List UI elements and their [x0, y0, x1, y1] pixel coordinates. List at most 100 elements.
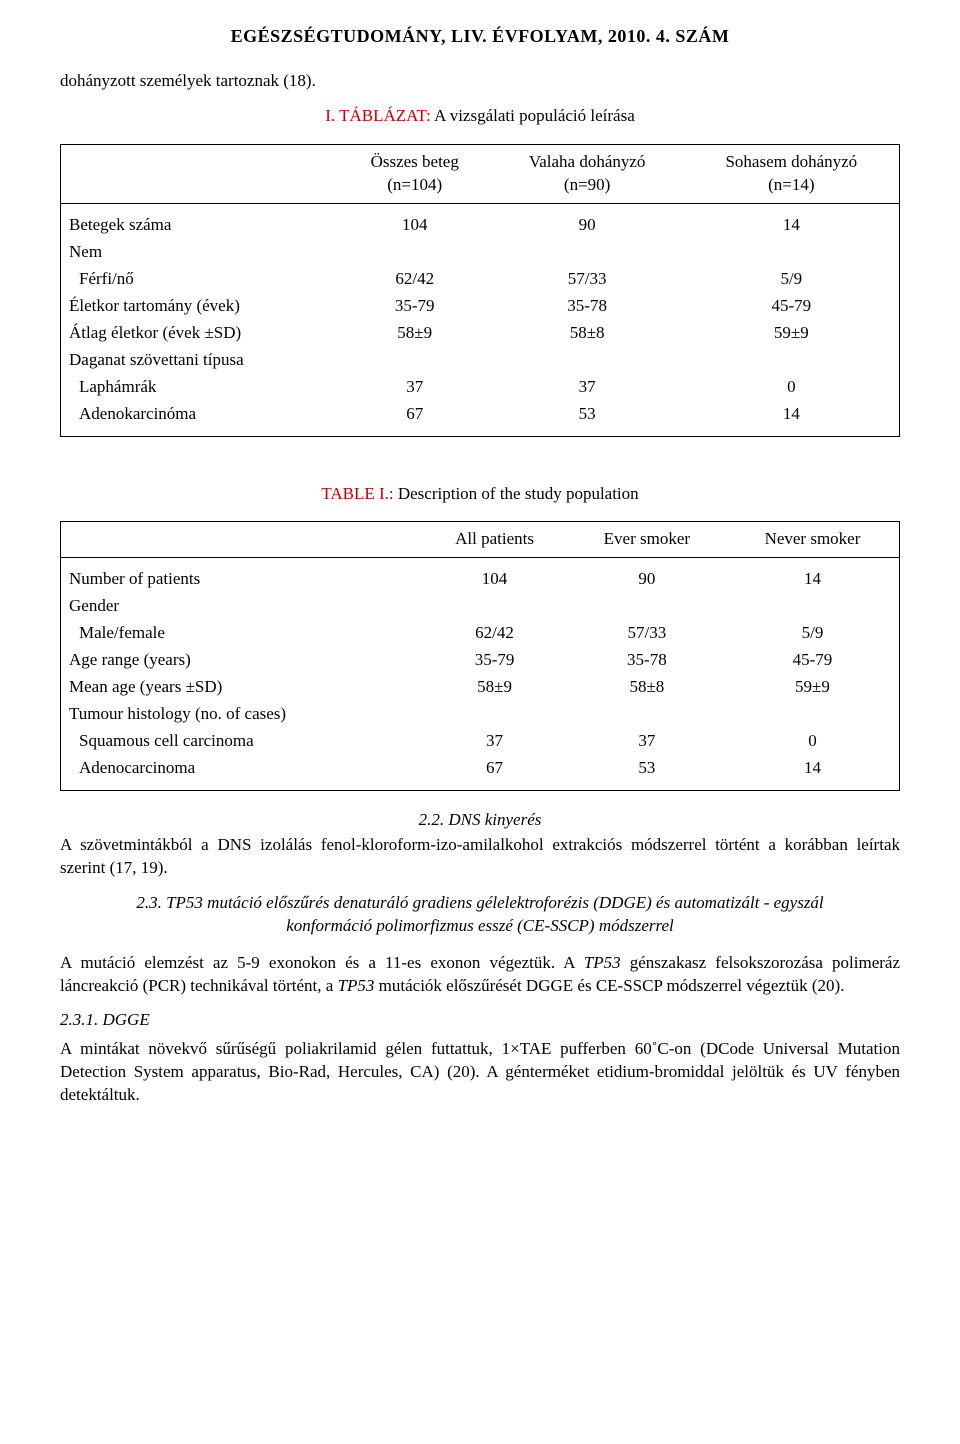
section-2-2-body: A szövetmintákból a DNS izolálás fenol-k… [60, 834, 900, 880]
cell: 14 [726, 558, 900, 593]
cell: 57/33 [568, 620, 726, 647]
cell: 14 [684, 401, 900, 436]
row-label: Squamous cell carcinoma [61, 728, 422, 755]
table-row: Tumour histology (no. of cases) [61, 701, 900, 728]
table1-caption-rest: A vizsgálati populáció leírása [431, 106, 635, 125]
cell [339, 239, 491, 266]
cell: 5/9 [684, 266, 900, 293]
cell: 67 [339, 401, 491, 436]
column-header: Never smoker [726, 522, 900, 558]
column-header: Ever smoker [568, 522, 726, 558]
table-1: Összes beteg(n=104)Valaha dohányzó(n=90)… [60, 144, 900, 436]
section-2-3-title: 2.3. TP53 mutáció előszűrés denaturáló g… [60, 892, 900, 938]
cell: 58±9 [421, 674, 568, 701]
cell: 53 [491, 401, 684, 436]
cell: 58±8 [491, 320, 684, 347]
cell: 90 [491, 204, 684, 239]
cell: 0 [684, 374, 900, 401]
table2-caption-rest: Description of the study population [394, 484, 639, 503]
table-row: Mean age (years ±SD)58±958±859±9 [61, 674, 900, 701]
cell [726, 593, 900, 620]
cell: 35-78 [491, 293, 684, 320]
cell: 37 [421, 728, 568, 755]
sec23-post: mutációk előszűrését DGGE és CE-SSCP mód… [374, 976, 844, 995]
column-header [61, 522, 422, 558]
intro-sentence: dohányzott személyek tartoznak (18). [60, 70, 900, 93]
table-row: Férfi/nő62/4257/335/9 [61, 266, 900, 293]
table-row: Male/female62/4257/335/9 [61, 620, 900, 647]
cell: 5/9 [726, 620, 900, 647]
table-row: Átlag életkor (évek ±SD)58±958±859±9 [61, 320, 900, 347]
page-header: EGÉSZSÉGTUDOMÁNY, LIV. ÉVFOLYAM, 2010. 4… [60, 24, 900, 48]
cell: 62/42 [339, 266, 491, 293]
table-row: Gender [61, 593, 900, 620]
cell: 35-79 [339, 293, 491, 320]
row-label: Mean age (years ±SD) [61, 674, 422, 701]
table-row: Adenocarcinoma675314 [61, 755, 900, 790]
cell [421, 701, 568, 728]
cell: 35-79 [421, 647, 568, 674]
row-label: Betegek száma [61, 204, 339, 239]
cell: 45-79 [726, 647, 900, 674]
section-2-3-1-body: A mintákat növekvő sűrűségű poliakrilami… [60, 1038, 900, 1107]
table-row: Nem [61, 239, 900, 266]
cell: 45-79 [684, 293, 900, 320]
cell: 59±9 [684, 320, 900, 347]
section-2-3-body: A mutáció elemzést az 5-9 exonokon és a … [60, 952, 900, 998]
row-label: Laphámrák [61, 374, 339, 401]
cell: 59±9 [726, 674, 900, 701]
cell [684, 239, 900, 266]
column-header: Összes beteg(n=104) [339, 145, 491, 204]
column-header: Sohasem dohányzó(n=14) [684, 145, 900, 204]
cell: 62/42 [421, 620, 568, 647]
cell [491, 239, 684, 266]
row-label: Adenocarcinoma [61, 755, 422, 790]
column-header: All patients [421, 522, 568, 558]
cell: 57/33 [491, 266, 684, 293]
table2-caption-prefix: TABLE I.: [321, 484, 393, 503]
row-label: Férfi/nő [61, 266, 339, 293]
row-label: Átlag életkor (évek ±SD) [61, 320, 339, 347]
cell [491, 347, 684, 374]
cell: 0 [726, 728, 900, 755]
section-2-2-title: 2.2. DNS kinyerés [60, 809, 900, 832]
tp53-gene: TP53 [584, 953, 621, 972]
section-2-3-1-title: 2.3.1. DGGE [60, 1009, 900, 1032]
cell [568, 701, 726, 728]
cell [726, 701, 900, 728]
cell: 37 [491, 374, 684, 401]
cell: 58±9 [339, 320, 491, 347]
row-label: Tumour histology (no. of cases) [61, 701, 422, 728]
cell: 104 [339, 204, 491, 239]
table-2: All patientsEver smokerNever smoker Numb… [60, 521, 900, 790]
row-label: Number of patients [61, 558, 422, 593]
column-header: Valaha dohányzó(n=90) [491, 145, 684, 204]
cell: 37 [339, 374, 491, 401]
cell: 35-78 [568, 647, 726, 674]
row-label: Daganat szövettani típusa [61, 347, 339, 374]
row-label: Adenokarcinóma [61, 401, 339, 436]
cell: 104 [421, 558, 568, 593]
table-row: Number of patients1049014 [61, 558, 900, 593]
table-row: Életkor tartomány (évek)35-7935-7845-79 [61, 293, 900, 320]
cell: 53 [568, 755, 726, 790]
cell: 37 [568, 728, 726, 755]
table-row: Laphámrák37370 [61, 374, 900, 401]
table2-caption: TABLE I.: Description of the study popul… [60, 483, 900, 506]
table1-caption: I. TÁBLÁZAT: A vizsgálati populáció leír… [60, 105, 900, 128]
cell: 67 [421, 755, 568, 790]
table-row: Age range (years)35-7935-7845-79 [61, 647, 900, 674]
row-label: Életkor tartomány (évek) [61, 293, 339, 320]
cell: 14 [684, 204, 900, 239]
row-label: Age range (years) [61, 647, 422, 674]
cell [421, 593, 568, 620]
table1-caption-prefix: I. TÁBLÁZAT: [325, 106, 431, 125]
cell [339, 347, 491, 374]
cell: 14 [726, 755, 900, 790]
tp53-gene: TP53 [338, 976, 375, 995]
sec23-pre: A mutáció elemzést az 5-9 exonokon és a … [60, 953, 584, 972]
table-row: Betegek száma1049014 [61, 204, 900, 239]
cell [684, 347, 900, 374]
row-label: Gender [61, 593, 422, 620]
table-row: Adenokarcinóma675314 [61, 401, 900, 436]
